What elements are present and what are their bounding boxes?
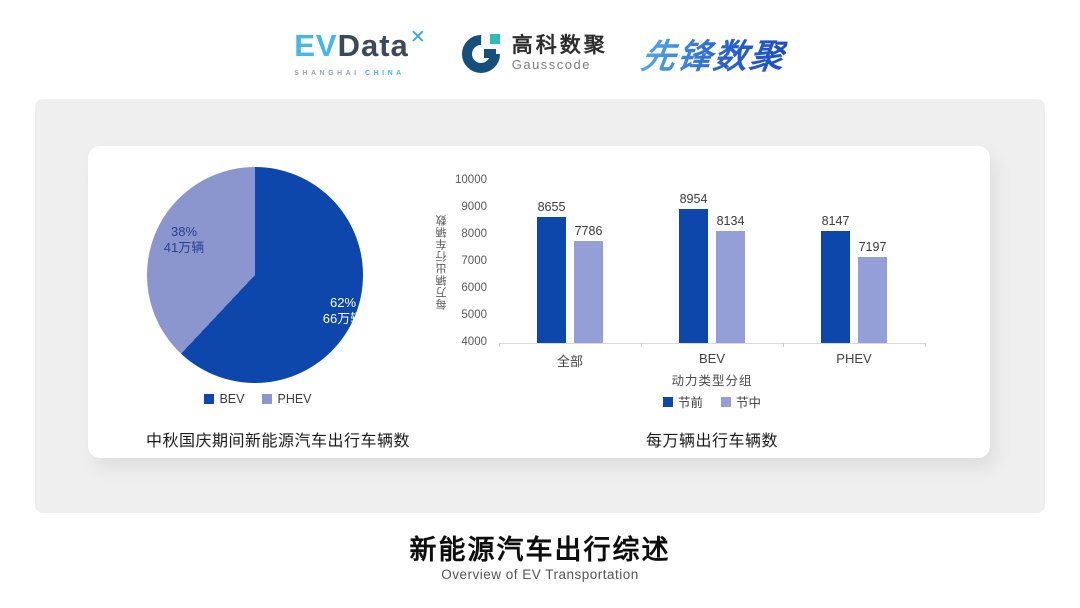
pie-bev-quantity: 66万辆 xyxy=(322,311,364,326)
pie-label-bev: 62% 66万辆 xyxy=(298,295,388,327)
y-tick-label: 7000 xyxy=(461,255,487,267)
pie-phev-quantity: 41万辆 xyxy=(163,240,205,255)
header-logos: EVData✕ SHANGHAI CHINA 高科数聚 Gausscode 先锋… xyxy=(0,18,1080,88)
bar-节前-PHEV xyxy=(821,231,850,343)
y-tick-label: 4000 xyxy=(461,336,487,348)
bar-节中-PHEV xyxy=(858,256,887,343)
bar-节中-全部 xyxy=(574,240,603,343)
pie-legend: BEV PHEV xyxy=(88,392,428,406)
y-tick-label: 5000 xyxy=(461,309,487,321)
legend-swatch xyxy=(262,394,273,404)
legend-item-节前: 节前 xyxy=(662,392,703,411)
legend-label: PHEV xyxy=(277,392,312,406)
evdata-data-text: Data xyxy=(337,28,409,63)
bar-x-axis-title: 动力类型分组 xyxy=(671,374,753,388)
charts-card: 38% 41万辆 62% 66万辆 BEV PHEV 中秋国庆期间新能源汽车出行车… xyxy=(88,146,990,458)
bar-legend: 节前 节中 xyxy=(499,392,925,411)
x-tick-mark xyxy=(783,343,784,347)
x-category-label: BEV xyxy=(698,351,725,366)
x-tick-mark xyxy=(499,343,500,347)
page-subtitle: Overview of EV Transportation xyxy=(441,567,639,582)
pie-phev-percent: 38% xyxy=(170,224,198,239)
x-axis-line xyxy=(499,343,925,344)
bar-value-label: 8147 xyxy=(821,214,850,229)
page-title: 新能源汽车出行综述 xyxy=(409,535,671,565)
bar-value-label: 7786 xyxy=(574,223,603,238)
y-tick-label: 10000 xyxy=(455,174,487,186)
bar-value-label: 8954 xyxy=(679,192,708,207)
legend-item-节中: 节中 xyxy=(721,392,761,411)
evdata-ev-text: EV xyxy=(294,28,338,63)
y-tick-label: 6000 xyxy=(461,282,487,294)
bar-chart-title: 每万辆出行车辆数 xyxy=(645,433,778,450)
pie-chart-title: 中秋国庆期间新能源汽车出行车辆数 xyxy=(145,433,410,450)
legend-swatch xyxy=(662,396,673,407)
legend-item-BEV: BEV xyxy=(204,392,244,406)
y-tick-label: 8000 xyxy=(461,228,487,240)
evdata-x-icon: ✕ xyxy=(409,27,427,48)
evdata-wordmark: EVData✕ xyxy=(294,27,427,68)
evdata-tagline: SHANGHAI CHINA xyxy=(294,70,405,77)
pie-label-phev: 38% 41万辆 xyxy=(139,224,229,256)
x-tick-mark xyxy=(641,343,642,347)
x-tick-mark xyxy=(925,343,926,347)
gausscode-g-icon xyxy=(461,34,500,73)
x-category-label: PHEV xyxy=(836,351,872,366)
legend-label: BEV xyxy=(219,392,245,406)
pie-bev-percent: 62% xyxy=(329,295,357,310)
bar-节前-BEV xyxy=(679,209,708,343)
legend-label: 节前 xyxy=(677,396,703,410)
bar-节中-BEV xyxy=(716,231,745,343)
bar-value-label: 8655 xyxy=(537,200,566,215)
content-panel: 38% 41万辆 62% 66万辆 BEV PHEV 中秋国庆期间新能源汽车出行车… xyxy=(35,99,1045,513)
bar-plot: 4000 5000 6000 7000 8000 9000 10000 8655 7786 全部 8… xyxy=(455,174,926,369)
y-tick-label: 9000 xyxy=(461,201,487,213)
legend-swatch xyxy=(204,394,215,404)
pioneer-logo: 先锋数聚 xyxy=(638,29,789,78)
legend-label: 节中 xyxy=(736,396,762,410)
bar-value-label: 8134 xyxy=(716,214,745,229)
legend-swatch xyxy=(721,396,731,407)
gausscode-en-label: Gausscode xyxy=(511,57,591,72)
evdata-logo: EVData✕ SHANGHAI CHINA xyxy=(294,27,427,77)
bar-value-label: 7197 xyxy=(858,239,887,254)
x-category-label: 全部 xyxy=(556,354,583,369)
gausscode-cn-label: 高科数聚 xyxy=(511,34,608,57)
gausscode-text: 高科数聚 Gausscode xyxy=(512,34,608,72)
legend-item-PHEV: PHEV xyxy=(262,392,312,406)
pie-chart: 38% 41万辆 62% 66万辆 xyxy=(147,167,363,383)
gausscode-logo: 高科数聚 Gausscode xyxy=(460,31,608,75)
bar-节前-全部 xyxy=(537,217,566,343)
